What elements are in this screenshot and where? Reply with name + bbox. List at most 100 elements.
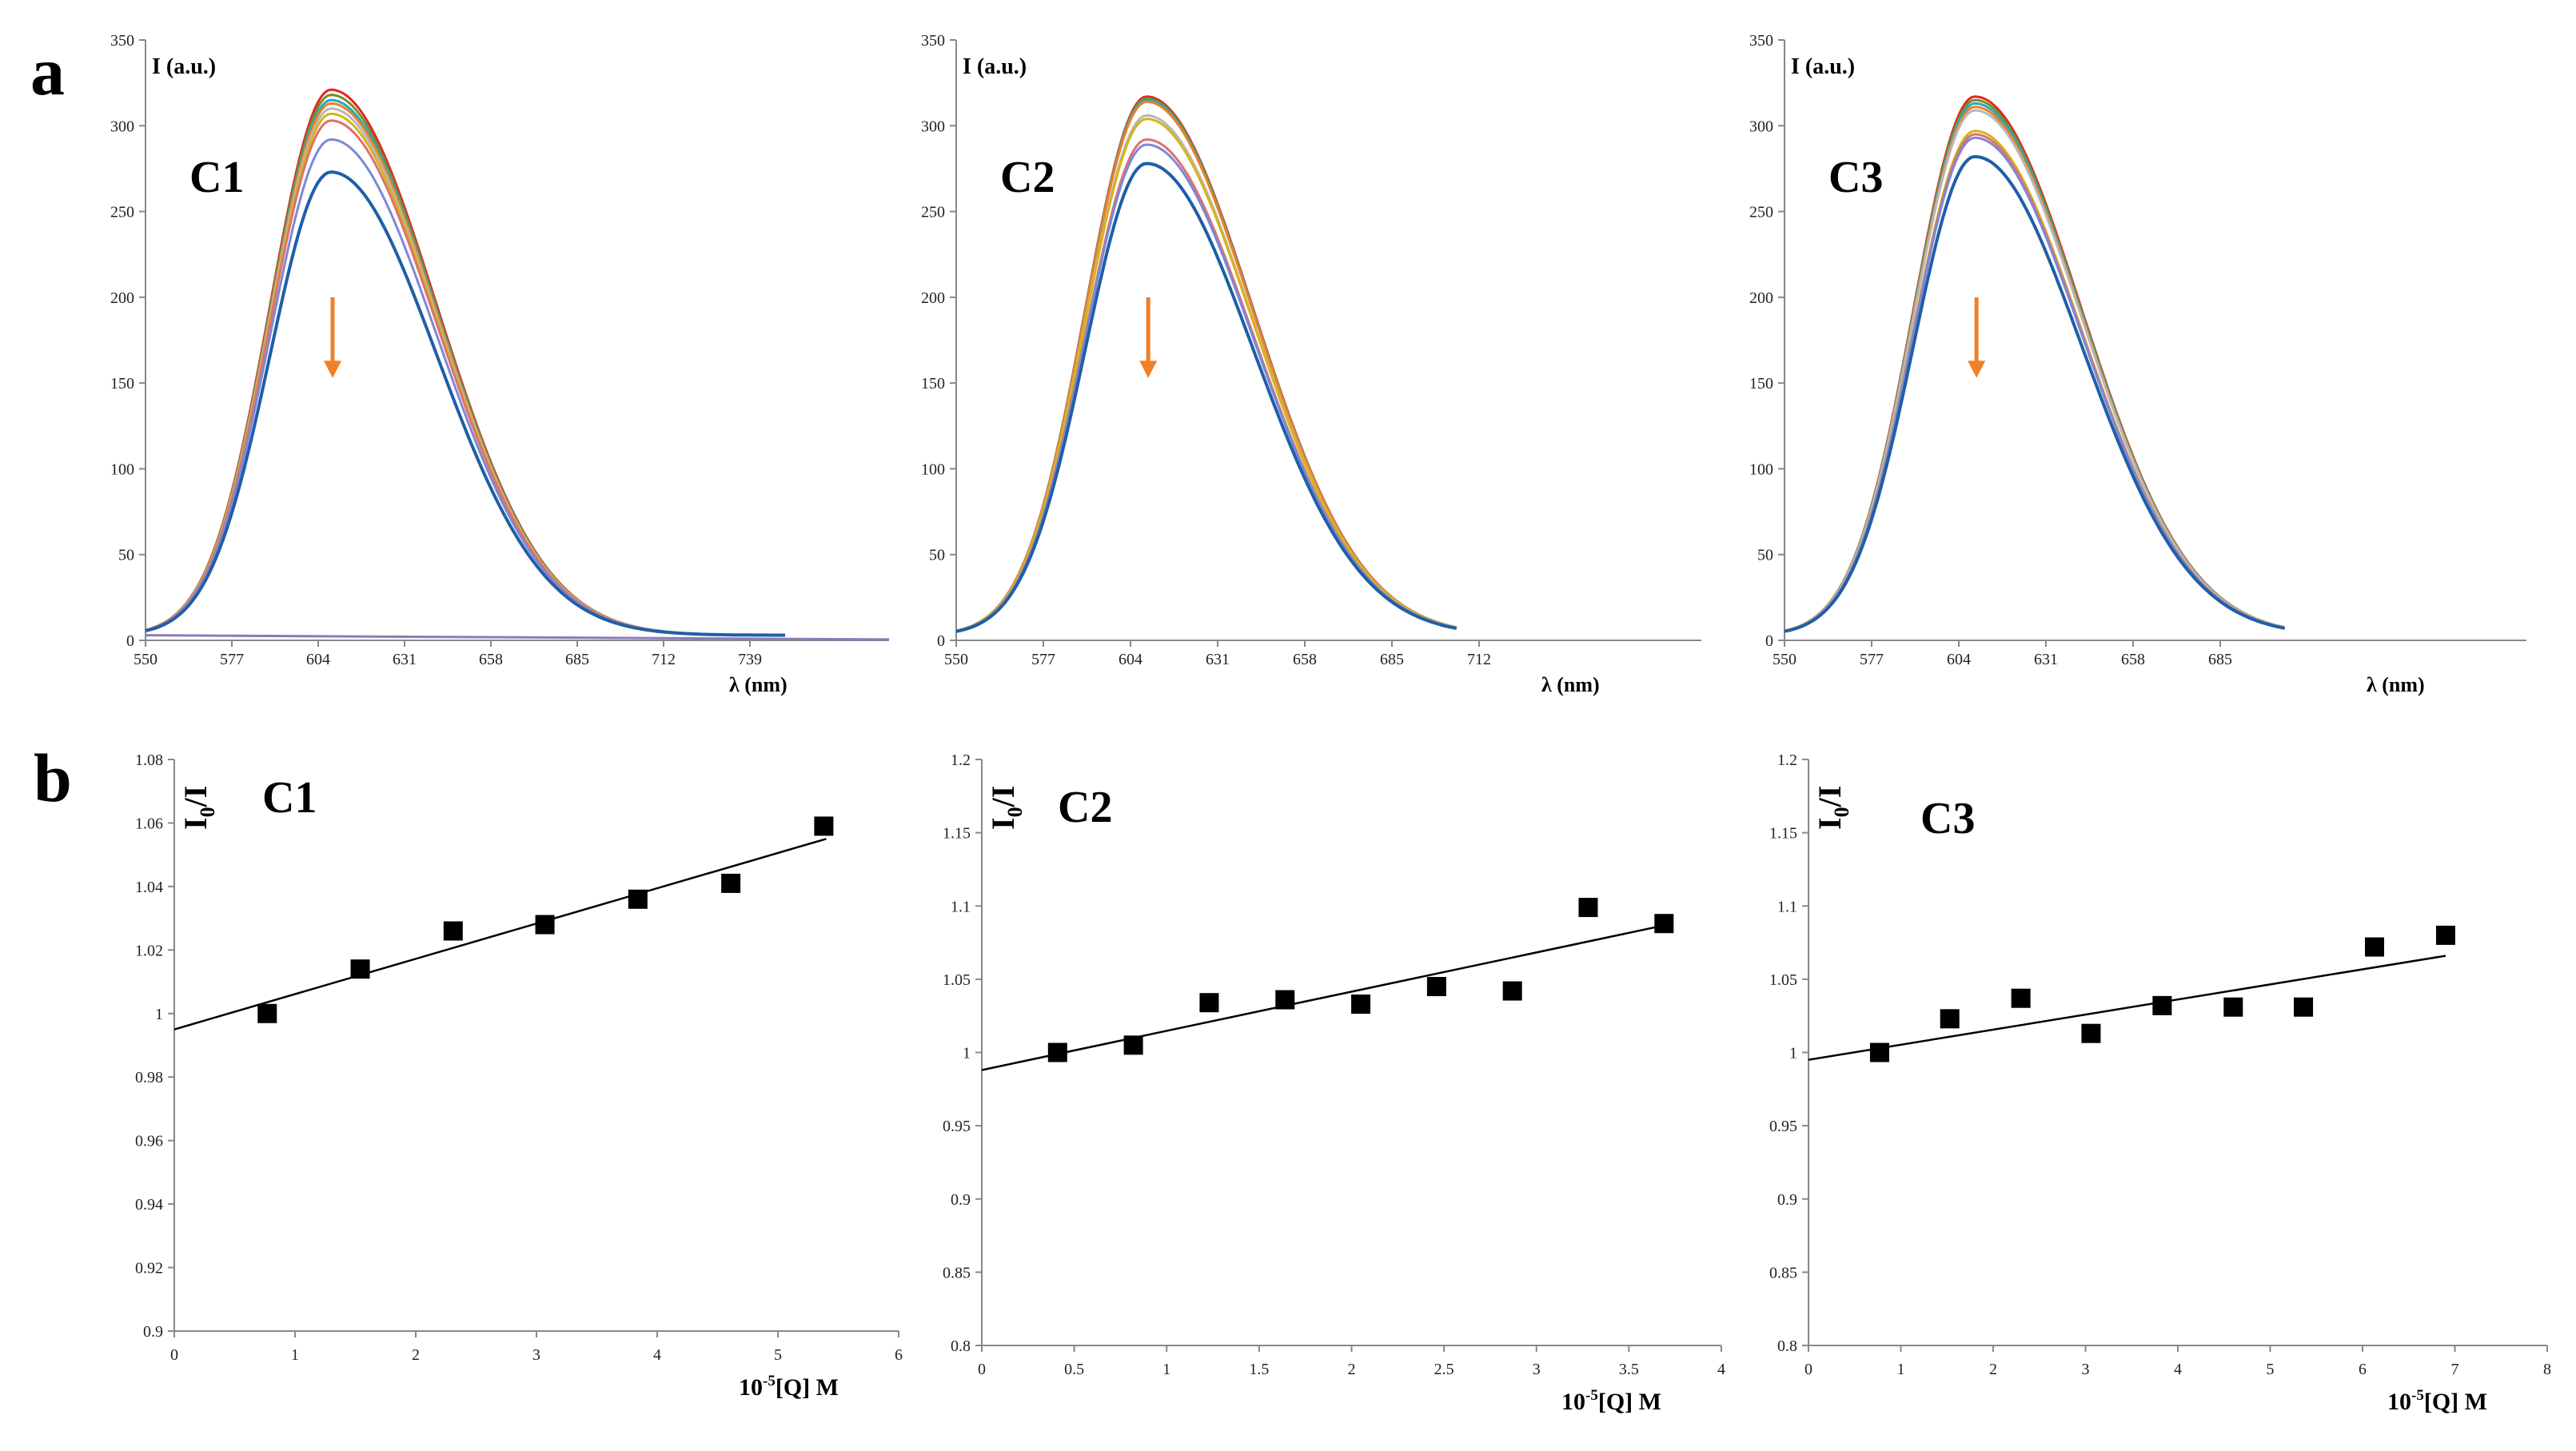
- x-axis-title: λ (nm): [729, 673, 788, 696]
- y-tick-label: 200: [921, 289, 945, 307]
- data-point: [814, 816, 834, 836]
- x-tick-label: 7: [2451, 1361, 2459, 1378]
- y-tick-label: 150: [921, 375, 945, 393]
- y-tick-label: 50: [118, 547, 134, 564]
- y-tick-label: 0.95: [943, 1118, 971, 1135]
- y-axis-title: I (a.u.): [152, 54, 216, 79]
- x-tick-label: 712: [1467, 651, 1491, 668]
- decrease-arrow-icon: [1139, 361, 1158, 378]
- x-tick-label: 0: [1804, 1361, 1812, 1378]
- y-tick-label: 1: [963, 1045, 971, 1062]
- decrease-arrow-icon: [324, 361, 341, 378]
- y-tick-label: 50: [1757, 547, 1773, 564]
- x-tick-label: 685: [565, 651, 589, 668]
- compound-label: C1: [189, 153, 244, 202]
- b-C1-chart: 0.9 0.92 0.94 0.96 0.98 1 1.02 1.04 1.06 1.08 0 1 2 3…: [135, 751, 903, 1401]
- data-point: [2223, 997, 2243, 1017]
- data-point: [1199, 993, 1219, 1013]
- y-tick-label: 150: [1749, 375, 1773, 393]
- y-axis-title: I0/I: [1812, 786, 1853, 830]
- y-tick-label: 1.1: [951, 898, 971, 915]
- x-tick-label: 550: [1772, 651, 1796, 668]
- y-tick-label: 0: [937, 632, 945, 650]
- x-axis-title: 10-5[Q] M: [1561, 1387, 1661, 1415]
- y-tick-label: 50: [929, 547, 945, 564]
- y-tick-label: 1.05: [943, 971, 971, 989]
- x-tick-label: 604: [1947, 651, 1971, 668]
- x-tick-label: 0: [978, 1361, 986, 1378]
- x-tick-label: 4: [653, 1346, 661, 1364]
- data-point: [1578, 898, 1598, 918]
- data-point: [1869, 1042, 1889, 1062]
- x-tick-label: 1.5: [1249, 1361, 1269, 1378]
- y-tick-label: 250: [110, 204, 134, 221]
- y-axis-title-tail: /I: [1812, 786, 1848, 808]
- y-tick-label: 0: [1765, 632, 1773, 650]
- x-tick-label: 658: [1293, 651, 1317, 668]
- y-tick-label: 250: [1749, 204, 1773, 221]
- panel-label-b: b: [34, 739, 72, 816]
- x-tick-label: 604: [306, 651, 330, 668]
- y-axis-title: I (a.u.): [1791, 54, 1855, 79]
- y-axis-title-sub: 0: [196, 807, 219, 817]
- x-axis-title-post: [Q] M: [776, 1374, 839, 1401]
- y-tick-label: 0.9: [143, 1323, 163, 1341]
- data-point: [2365, 937, 2385, 957]
- x-axis-title-pre: 10: [739, 1374, 763, 1401]
- y-tick-label: 300: [1749, 118, 1773, 135]
- y-axis-title-main: I: [177, 817, 213, 830]
- y-tick-label: 0.94: [135, 1196, 163, 1214]
- x-tick-label: 1: [1897, 1361, 1905, 1378]
- y-tick-label: 0.85: [1769, 1264, 1797, 1282]
- y-tick-label: 0.85: [943, 1264, 971, 1282]
- y-tick-label: 0.9: [1777, 1191, 1797, 1209]
- spectrum-line: [145, 138, 785, 636]
- y-tick-label: 0.98: [135, 1069, 163, 1086]
- y-tick-label: 1.15: [1769, 825, 1797, 843]
- x-tick-label: 1: [291, 1346, 299, 1364]
- data-point: [1123, 1035, 1143, 1055]
- data-point: [1426, 977, 1446, 997]
- x-tick-label: 631: [1206, 651, 1230, 668]
- data-point: [1502, 981, 1522, 1001]
- x-tick-label: 1: [1162, 1361, 1170, 1378]
- x-axis-title: λ (nm): [1541, 673, 1600, 696]
- x-tick-label: 631: [2034, 651, 2058, 668]
- y-tick-label: 100: [921, 460, 945, 478]
- spectrum-line: [1784, 109, 2286, 632]
- x-axis-title-post: [Q] M: [1598, 1389, 1661, 1415]
- y-tick-label: 1.04: [135, 879, 163, 896]
- data-point: [2081, 1023, 2101, 1043]
- x-tick-label: 4: [2174, 1361, 2182, 1378]
- x-axis-title: 10-5[Q] M: [739, 1373, 839, 1401]
- y-axis-title-sub: 0: [1003, 807, 1027, 817]
- x-axis-title: 10-5[Q] M: [2387, 1387, 2487, 1415]
- x-tick-label: 550: [134, 651, 158, 668]
- x-tick-label: 5: [774, 1346, 782, 1364]
- data-point: [1275, 990, 1295, 1010]
- x-axis-title: λ (nm): [2367, 673, 2425, 696]
- y-axis-title: I0/I: [177, 786, 219, 830]
- panel-label-a: a: [30, 33, 65, 110]
- baseline-spectrum-line: [145, 634, 890, 641]
- x-tick-label: 2: [412, 1346, 420, 1364]
- y-tick-label: 1.1: [1777, 898, 1797, 915]
- y-tick-label: 0.95: [1769, 1118, 1797, 1135]
- x-axis-title-sup: -5: [1585, 1387, 1598, 1404]
- fit-line: [173, 838, 827, 1030]
- y-tick-label: 1: [155, 1006, 163, 1023]
- x-tick-label: 577: [220, 651, 244, 668]
- y-tick-label: 0: [126, 632, 134, 650]
- x-axis-title-pre: 10: [2387, 1389, 2411, 1415]
- x-tick-label: 3.5: [1619, 1361, 1639, 1378]
- x-axis-title-pre: 10: [1561, 1389, 1585, 1415]
- y-axis-title-main: I: [1812, 817, 1848, 830]
- data-point: [721, 873, 741, 893]
- x-tick-label: 0: [170, 1346, 178, 1364]
- x-tick-label: 6: [895, 1346, 903, 1364]
- x-tick-label: 2: [1989, 1361, 1997, 1378]
- spectrum-line: [1784, 154, 2286, 633]
- y-tick-label: 1.06: [135, 815, 163, 832]
- y-tick-label: 350: [1749, 32, 1773, 50]
